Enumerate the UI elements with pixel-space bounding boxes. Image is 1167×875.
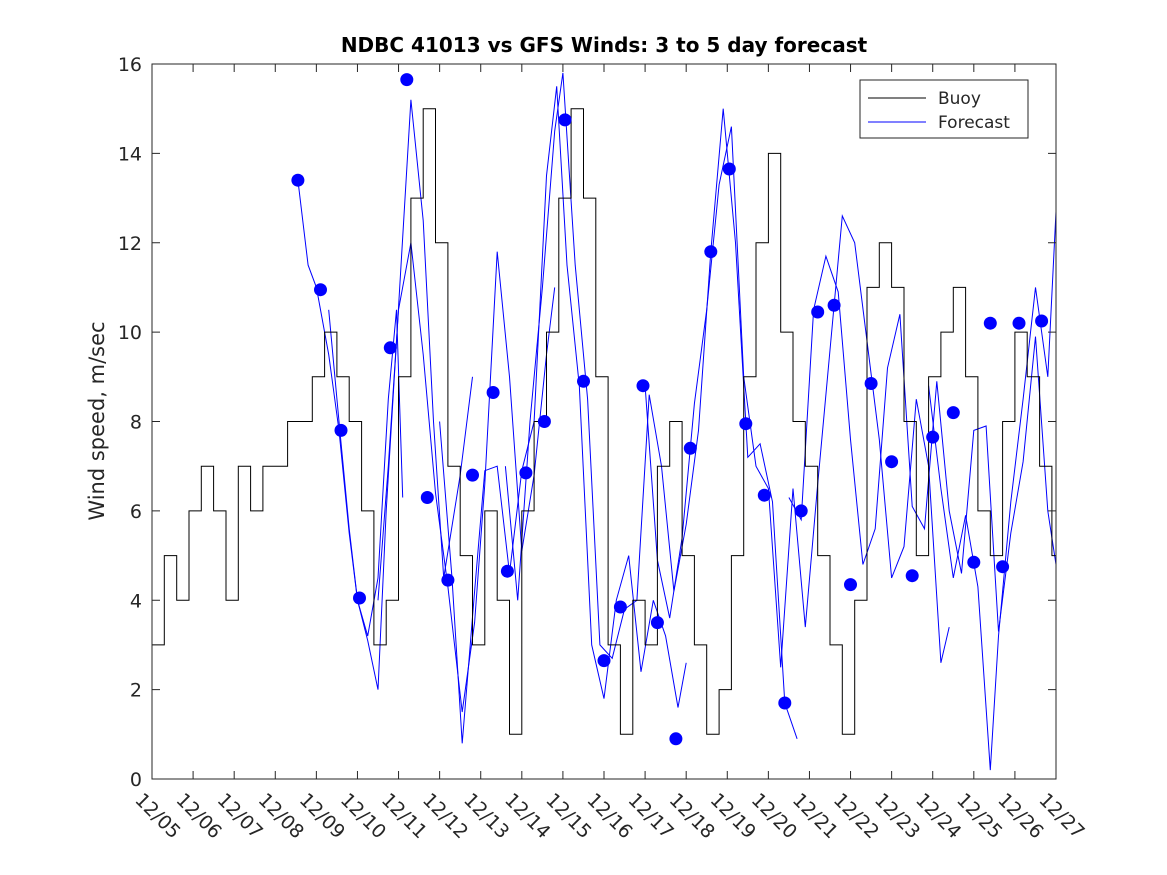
analysis-marker	[885, 455, 899, 469]
analysis-marker	[967, 555, 981, 569]
analysis-marker	[334, 423, 348, 437]
analysis-marker	[420, 491, 434, 504]
analysis-marker	[613, 600, 627, 614]
analysis-marker	[577, 374, 590, 388]
chart-title: NDBC 41013 vs GFS Winds: 3 to 5 day fore…	[341, 33, 868, 57]
analysis-marker	[757, 488, 771, 502]
buoy-series-line	[152, 108, 1057, 735]
analysis-marker	[597, 654, 611, 668]
analysis-marker	[353, 591, 366, 605]
analysis-marker	[1035, 314, 1049, 328]
analysis-marker	[537, 415, 551, 428]
analysis-marker	[650, 616, 664, 630]
analysis-marker	[983, 316, 997, 330]
analysis-marker	[704, 245, 718, 259]
legend-forecast-label: Forecast	[938, 113, 1010, 133]
forecast-series-line-7	[788, 254, 1057, 632]
legend: Buoy Forecast	[859, 79, 1029, 139]
analysis-marker	[864, 377, 878, 390]
forecast-series-line-8	[928, 211, 1057, 771]
buoy-series-group	[152, 108, 1057, 735]
y-tick-label: 12	[118, 233, 142, 255]
y-tick-label: 8	[130, 412, 142, 434]
legend-box	[859, 79, 1029, 139]
analysis-marker	[778, 696, 792, 710]
y-tick-label: 14	[118, 143, 142, 165]
analysis-marker	[827, 298, 841, 312]
analysis-marker	[926, 430, 940, 444]
analysis-marker	[996, 560, 1010, 574]
y-tick-label: 10	[118, 322, 142, 344]
analysis-markers-group	[291, 73, 1049, 746]
analysis-marker	[946, 406, 960, 420]
forecast-series-group	[297, 72, 1057, 771]
y-tick-label: 4	[130, 590, 142, 612]
analysis-marker	[844, 578, 857, 592]
analysis-marker	[811, 305, 825, 319]
analysis-marker	[1012, 316, 1026, 330]
y-axis-label: Wind speed, m/sec	[85, 321, 109, 520]
legend-buoy-label: Buoy	[938, 89, 981, 109]
analysis-marker	[400, 73, 414, 87]
y-tick-label: 0	[130, 769, 142, 791]
analysis-marker	[558, 113, 572, 127]
y-tick-label: 2	[130, 680, 142, 702]
analysis-marker	[486, 386, 500, 399]
analysis-marker	[636, 379, 650, 393]
forecast-series-line-4	[439, 86, 687, 744]
forecast-series-line-6	[644, 126, 950, 668]
y-tick-label: 16	[118, 54, 142, 76]
analysis-marker	[669, 732, 683, 746]
analysis-marker	[314, 283, 327, 297]
analysis-marker	[291, 173, 305, 187]
analysis-marker	[794, 504, 808, 518]
analysis-marker	[441, 573, 455, 587]
analysis-marker	[466, 468, 479, 482]
analysis-marker	[722, 162, 736, 176]
analysis-marker	[519, 466, 533, 480]
analysis-marker	[383, 341, 397, 355]
y-tick-label: 6	[130, 501, 142, 523]
analysis-marker	[683, 441, 697, 455]
analysis-marker	[905, 569, 919, 583]
forecast-series-line-5	[504, 72, 798, 739]
analysis-marker	[500, 564, 514, 578]
analysis-marker	[739, 417, 753, 431]
y-axis-ticks: 0 2 4 6 8 10 12 14 16	[118, 54, 1056, 791]
